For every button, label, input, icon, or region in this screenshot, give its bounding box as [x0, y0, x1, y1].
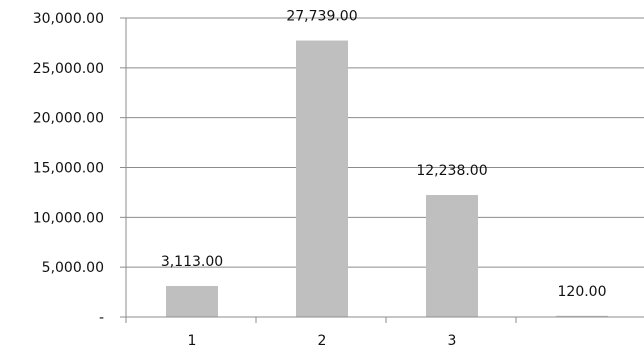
axes [120, 17, 644, 323]
y-tick-label: 25,000.00 [33, 61, 104, 77]
category-labels: 1 2 3 [188, 333, 457, 349]
bar [296, 40, 348, 317]
y-tick-label: 30,000.00 [33, 11, 104, 27]
bar [556, 315, 608, 317]
y-tick-label: 10,000.00 [33, 210, 104, 226]
data-labels: 3,113.00 27,739.00 12,238.00 120.00 [161, 9, 607, 300]
y-tick-labels: - 5,000.00 10,000.00 15,000.00 20,000.00 25,0… [33, 11, 104, 326]
y-tick-label: 20,000.00 [33, 111, 104, 127]
gridlines [126, 17, 644, 268]
x-category-label: 3 [448, 333, 457, 349]
x-category-label: 1 [188, 333, 197, 349]
data-label: 120.00 [558, 284, 607, 300]
bar [426, 195, 478, 317]
data-label: 3,113.00 [161, 254, 223, 270]
x-category-label: 2 [318, 333, 327, 349]
y-tick-label: - [99, 310, 104, 326]
y-tick-label: 5,000.00 [42, 260, 104, 276]
bar [166, 285, 218, 317]
y-tick-label: 15,000.00 [33, 161, 104, 177]
data-label: 27,739.00 [286, 9, 357, 25]
bars [166, 40, 608, 317]
data-label: 12,238.00 [416, 163, 487, 179]
